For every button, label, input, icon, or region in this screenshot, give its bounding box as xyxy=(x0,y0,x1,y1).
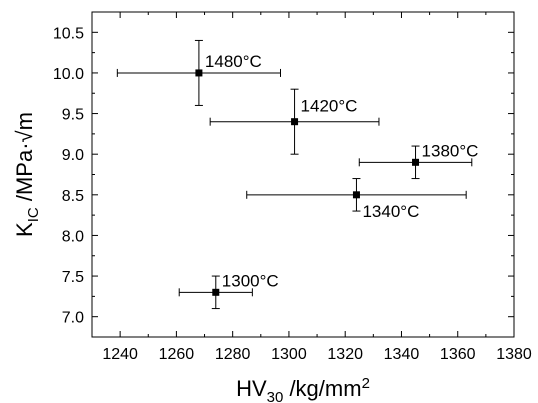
x-axis-title-rest: /kg/mm xyxy=(283,376,361,401)
x-tick-label: 1300 xyxy=(271,346,307,363)
y-axis-title-subscript: IC xyxy=(25,207,42,222)
data-point-marker xyxy=(291,118,299,126)
plot-frame xyxy=(91,11,515,338)
data-point-marker xyxy=(412,158,420,166)
x-axis-title-subscript: 30 xyxy=(267,389,284,403)
y-axis-title: KIC /MPa·√m xyxy=(12,112,42,237)
y-tick-label: 10.5 xyxy=(53,25,84,42)
x-axis-title: HV30 /kg/mm2 xyxy=(236,375,370,403)
data-point-group xyxy=(178,275,253,310)
data-point-marker xyxy=(352,191,360,199)
ticks: 1240 1260 1280 1300 1320 1340 1360 1380 7.0 7.5 8.… xyxy=(53,12,532,363)
data-point-label: 1420°C xyxy=(301,97,358,116)
x-axis-title-superscript: 2 xyxy=(362,375,370,392)
x-tick-label: 1320 xyxy=(327,346,363,363)
data-point-marker xyxy=(195,69,203,77)
data-point-label: 1380°C xyxy=(422,141,479,160)
y-tick-label: 7.0 xyxy=(62,310,84,327)
x-tick-label: 1360 xyxy=(440,346,476,363)
y-axis-title-main: K xyxy=(12,222,37,237)
y-tick-label: 9.5 xyxy=(62,107,84,124)
y-tick-label: 10.0 xyxy=(53,66,84,83)
y-axis-title-rest: /MPa·√m xyxy=(12,112,37,207)
x-tick-label: 1240 xyxy=(102,346,138,363)
x-tick-label: 1340 xyxy=(384,346,420,363)
point-labels: 1480°C 1420°C 1380°C 1340°C 1300°C xyxy=(205,52,479,290)
data-point-label: 1340°C xyxy=(362,202,419,221)
data-point-label: 1300°C xyxy=(222,271,279,290)
data-point-group xyxy=(246,178,467,212)
x-tick-label: 1380 xyxy=(496,346,532,363)
y-tick-label: 9.0 xyxy=(62,147,84,164)
data-point-label: 1480°C xyxy=(205,52,262,71)
y-tick-label: 8.5 xyxy=(62,188,84,205)
data-point-marker xyxy=(212,288,220,296)
y-tick-label: 7.5 xyxy=(62,269,84,286)
y-tick-label: 8.0 xyxy=(62,228,84,245)
x-tick-label: 1280 xyxy=(215,346,251,363)
x-axis-title-main: HV xyxy=(236,376,267,401)
data-point-group xyxy=(358,145,473,180)
data-point-group xyxy=(116,39,281,106)
data-point-group xyxy=(209,88,380,155)
data-points xyxy=(116,39,473,310)
x-tick-label: 1260 xyxy=(159,346,195,363)
axes xyxy=(91,11,515,338)
